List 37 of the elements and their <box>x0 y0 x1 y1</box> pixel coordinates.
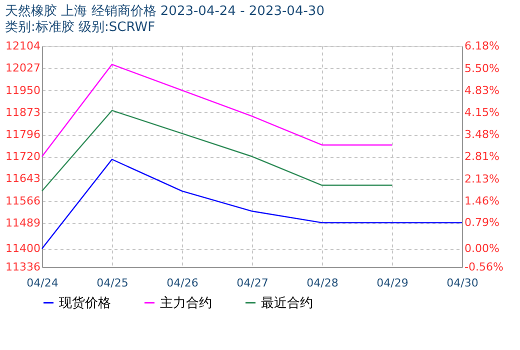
y2-tick-label: 1.46% <box>464 194 500 208</box>
y2-tick-label: 0.00% <box>464 242 500 256</box>
y-tick-label: 11489 <box>6 216 40 230</box>
line-series <box>41 158 463 250</box>
y-tick-label: 11566 <box>6 194 40 208</box>
x-tick-label: 04/25 <box>96 276 128 290</box>
y-tick-label: 11873 <box>6 106 40 119</box>
y-tick-label: 12027 <box>6 62 40 75</box>
y2-tick-label: 6.18% <box>464 40 500 52</box>
y-tick-label: 11400 <box>6 242 40 256</box>
y-tick-label: 11720 <box>6 150 40 163</box>
y2-tick-label: 5.50% <box>464 62 500 75</box>
y2-tick-label: 4.83% <box>464 84 500 97</box>
chart-title: 天然橡胶 上海 经销商价格 2023-04-24 - 2023-04-30 <box>5 4 324 19</box>
y-tick-label: 12104 <box>6 40 40 52</box>
line-series <box>41 64 393 158</box>
y2-tick-label: 2.81% <box>464 150 500 163</box>
line-series <box>41 110 393 192</box>
x-tick-label: 04/26 <box>166 276 198 290</box>
y-tick-label: 11336 <box>6 260 40 274</box>
y2-tick-label: 4.15% <box>464 106 500 120</box>
x-tick-label: 04/29 <box>376 276 408 290</box>
y2-tick-label: -0.56% <box>464 260 504 274</box>
x-tick-label: 04/28 <box>306 276 338 290</box>
x-tick-label: 04/27 <box>236 276 268 290</box>
y2-tick-label: 3.48% <box>464 128 500 142</box>
y-tick-label: 11643 <box>6 172 40 186</box>
y-tick-label: 11796 <box>6 128 40 142</box>
y-tick-label: 11950 <box>6 84 40 97</box>
chart-subtitle: 类别:标准胶 级别:SCRWF <box>5 20 156 35</box>
legend-label: 主力合约 <box>160 294 212 311</box>
y2-tick-label: 0.79% <box>464 216 500 230</box>
x-tick-label: 04/24 <box>26 276 58 290</box>
legend-label: 最近合约 <box>261 296 313 311</box>
legend-label: 现货价格 <box>59 296 111 311</box>
x-tick-label: 04/30 <box>446 276 478 290</box>
y2-tick-label: 2.13% <box>464 172 500 186</box>
